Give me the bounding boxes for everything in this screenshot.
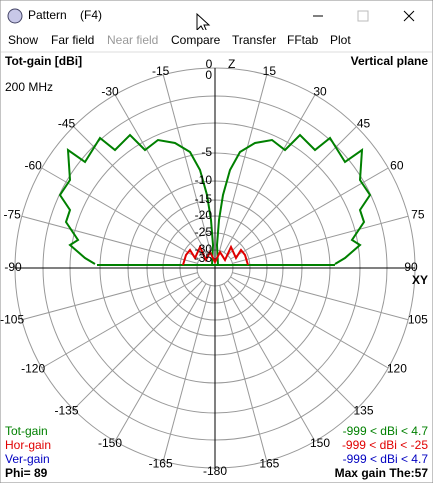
menu-item[interactable]: FFtab <box>287 33 319 47</box>
grid-spoke <box>41 276 200 369</box>
menu-bar <box>1 30 432 52</box>
z-label: Z <box>228 57 235 71</box>
radial-label: -30 <box>195 242 213 256</box>
angle-label: -60 <box>24 159 42 173</box>
radial-label: -20 <box>195 208 213 222</box>
radial-label: -5 <box>201 145 212 159</box>
angle-label: 105 <box>408 313 428 327</box>
grid-spoke <box>219 74 268 251</box>
angle-label: 15 <box>263 64 277 78</box>
grid-spoke <box>219 285 268 462</box>
legend-range: -999 < dBi < 4.7 <box>343 452 429 466</box>
menu-item[interactable]: Plot <box>330 33 351 47</box>
angle-label: -75 <box>3 208 21 222</box>
radial-label: -35 <box>195 251 213 265</box>
tot-gain-curve <box>58 133 372 266</box>
grid-spoke <box>223 283 316 442</box>
menu-item[interactable]: Show <box>8 33 38 47</box>
menu-item[interactable]: Transfer <box>232 33 276 47</box>
title-bar <box>1 1 432 30</box>
angle-label: -120 <box>21 362 45 376</box>
radial-label: -25 <box>195 225 213 239</box>
angle-label: 90 <box>404 260 418 274</box>
angle-label: -180 <box>203 464 227 478</box>
radial-label: -10 <box>195 173 213 187</box>
grid-spoke <box>232 215 409 264</box>
grid-spoke <box>73 126 203 256</box>
window-subtitle: (F4) <box>80 8 102 22</box>
grid-spoke <box>232 272 409 321</box>
grid-spoke <box>227 126 357 256</box>
xy-label: XY <box>412 273 428 287</box>
angle-label: 135 <box>353 404 373 418</box>
grid-spoke <box>73 280 203 410</box>
radial-label: -15 <box>195 192 213 206</box>
angle-label: 150 <box>310 436 330 450</box>
menu-item[interactable]: Far field <box>51 33 94 47</box>
angle-label: 75 <box>411 208 425 222</box>
legend-name: Hor-gain <box>5 438 51 452</box>
phi: Phi= 89 <box>5 466 48 480</box>
angle-label: -165 <box>149 456 173 470</box>
grid-spoke <box>114 94 207 253</box>
menu-item: Near field <box>107 33 158 47</box>
angle-label: 60 <box>390 159 404 173</box>
grid-spoke <box>162 74 211 251</box>
angle-label: -105 <box>0 313 24 327</box>
angle-label: 30 <box>313 84 327 98</box>
frequency: 200 MHz <box>5 80 53 94</box>
angle-label: 165 <box>259 456 279 470</box>
grid-spoke <box>162 285 211 462</box>
radial-label: 0 <box>205 68 212 82</box>
legend-name: Tot-gain <box>5 424 48 438</box>
angle-label: -150 <box>98 436 122 450</box>
angle-label: -15 <box>152 64 170 78</box>
angle-label: 0 <box>206 57 213 71</box>
grid-spoke <box>223 94 316 253</box>
grid-spoke <box>21 272 198 321</box>
legend-range: -999 < dBi < -25 <box>342 438 428 452</box>
maximize-button[interactable] <box>357 10 369 22</box>
grid-spoke <box>227 280 357 410</box>
menu-item[interactable]: Compare <box>171 33 221 47</box>
plot-heading: Tot-gain [dBi] <box>5 54 82 68</box>
grid-spoke <box>230 276 389 369</box>
angle-label: -30 <box>101 84 119 98</box>
legend-name: Ver-gain <box>5 452 50 466</box>
close-button[interactable] <box>403 10 415 22</box>
window-title: Pattern <box>28 8 67 22</box>
angle-label: -45 <box>58 117 76 131</box>
angle-label: -135 <box>54 404 78 418</box>
legend-range: -999 < dBi < 4.7 <box>343 424 429 438</box>
max-gain: Max gain The:57 <box>335 466 429 480</box>
plot-plane: Vertical plane <box>351 54 429 68</box>
angle-label: 120 <box>387 362 407 376</box>
angle-label: 45 <box>357 117 371 131</box>
hor-gain-curve <box>182 244 249 266</box>
grid-spoke <box>114 283 207 442</box>
angle-label: -90 <box>4 260 22 274</box>
app-icon <box>7 8 23 24</box>
grid-spoke <box>21 215 198 264</box>
